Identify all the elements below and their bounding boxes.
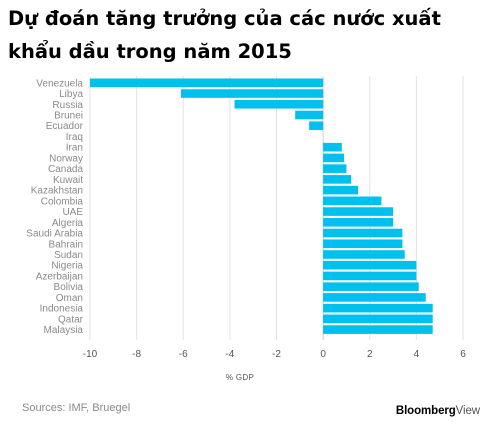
bar-nigeria <box>323 260 417 270</box>
x-tick-label: 2 <box>367 349 373 360</box>
bar-malaysia <box>323 325 433 334</box>
x-tick-labels: -10 -8 -6 -4 -2 0 2 4 6 <box>83 349 466 360</box>
category-label: Brunei <box>54 110 83 121</box>
x-tick-label: -4 <box>225 349 234 360</box>
category-label: Canada <box>48 164 83 175</box>
x-tick-label: 4 <box>414 349 420 360</box>
bar-bolivia <box>323 282 419 291</box>
bar-iran <box>323 142 342 152</box>
chart-title: Dự đoán tăng trưởng của các nước xuất kh… <box>8 7 441 63</box>
category-label: Qatar <box>58 314 84 325</box>
bar-algeria <box>323 217 394 227</box>
category-label: UAE <box>62 207 83 218</box>
bar-indonesia <box>323 303 433 313</box>
category-label: Azerbaijan <box>36 271 83 282</box>
brand-part-1: Bloomberg <box>395 405 456 417</box>
category-label: Indonesia <box>40 304 84 315</box>
x-tick-label: 6 <box>460 349 466 360</box>
bar-colombia <box>323 196 382 206</box>
category-label: Venezuela <box>36 78 83 89</box>
category-label: Libya <box>59 89 83 100</box>
category-label: Oman <box>56 293 83 304</box>
bar-saudi-arabia <box>323 228 403 238</box>
category-label: Ecuador <box>46 121 84 132</box>
category-label: Iraq <box>66 132 83 143</box>
category-label: Bahrain <box>49 239 83 250</box>
bar-venezuela <box>90 78 324 88</box>
x-tick-label: -6 <box>179 349 188 360</box>
category-labels: VenezuelaLibyaRussiaBruneiEcuadorIraqIra… <box>26 78 83 336</box>
x-tick-label: -8 <box>132 349 141 360</box>
source-note: Sources: IMF, Bruegel <box>22 402 131 414</box>
chart-svg: VenezuelaLibyaRussiaBruneiEcuadorIraqIra… <box>26 76 466 382</box>
bar-oman <box>323 293 426 302</box>
category-label: Bolivia <box>54 282 84 293</box>
category-label: Malaysia <box>44 325 84 336</box>
bar-kazakhstan <box>323 185 359 195</box>
bars <box>90 78 433 334</box>
bar-brunei <box>295 110 324 120</box>
bar-libya <box>180 89 324 98</box>
category-label: Russia <box>52 100 83 111</box>
bar-uae <box>323 207 394 216</box>
bar-sudan <box>323 250 405 259</box>
x-tick-label: 0 <box>320 349 326 360</box>
category-label: Sudan <box>54 250 83 261</box>
bar-azerbaijan <box>323 271 417 281</box>
bar-canada <box>323 164 347 173</box>
category-label: Norway <box>49 153 83 164</box>
category-label: Nigeria <box>51 261 83 272</box>
x-tick-label: -10 <box>83 349 98 360</box>
category-label: Algeria <box>52 218 84 229</box>
category-label: Colombia <box>41 196 84 207</box>
category-label: Kuwait <box>53 175 83 186</box>
brand-part-2: View <box>455 405 480 417</box>
bar-qatar <box>323 314 433 324</box>
brand-logo: BloombergView <box>396 405 480 417</box>
category-label: Saudi Arabia <box>26 229 83 240</box>
category-label: Kazakhstan <box>31 186 83 197</box>
category-label: Iran <box>66 143 83 154</box>
bar-kuwait <box>323 175 352 184</box>
bar-ecuador <box>309 121 324 131</box>
bar-russia <box>234 99 324 109</box>
bar-norway <box>323 153 345 163</box>
x-tick-label: -2 <box>272 349 281 360</box>
x-axis-title: % GDP <box>226 373 254 382</box>
bar-bahrain <box>323 239 403 249</box>
